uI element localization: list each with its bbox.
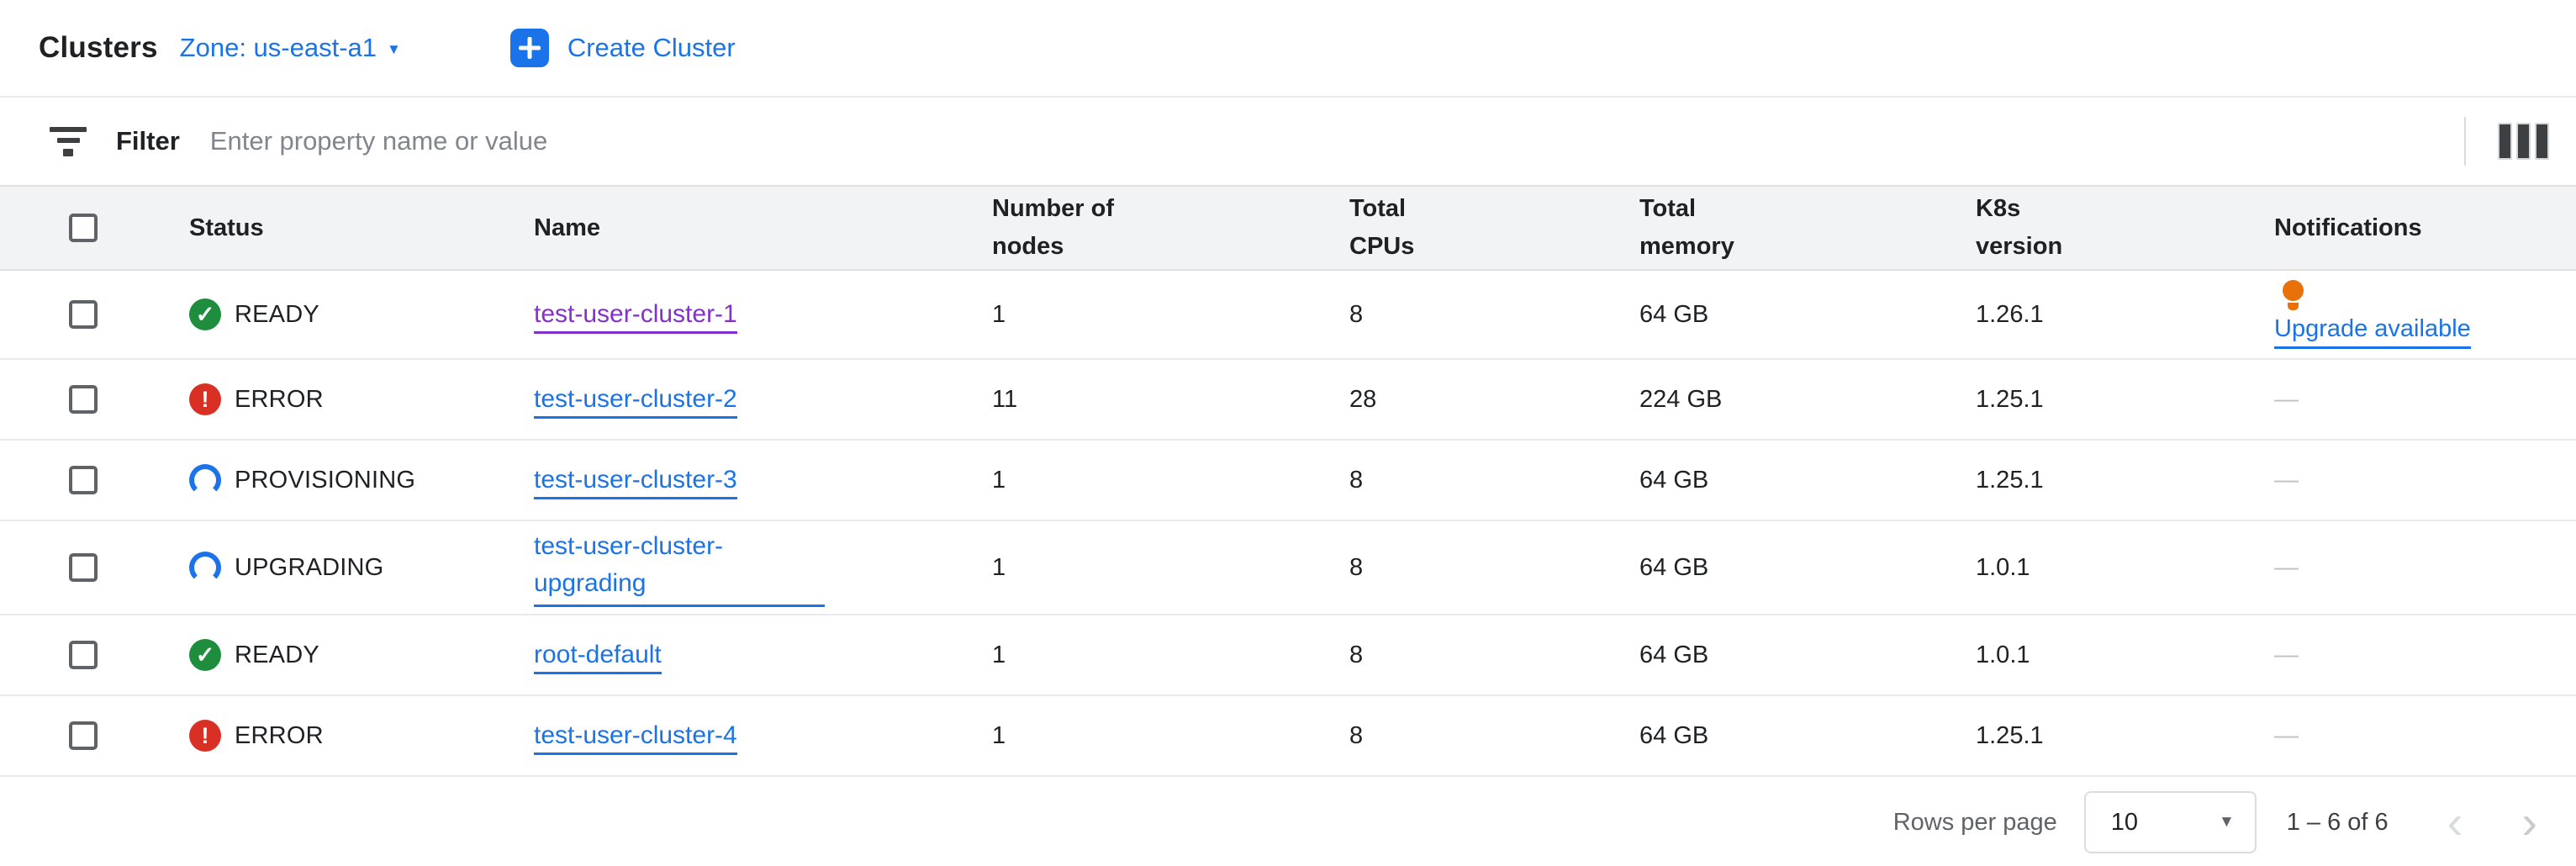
notifications-cell: Upgrade available: [2274, 273, 2576, 356]
status-label: PROVISIONING: [235, 466, 416, 494]
previous-page-icon[interactable]: ‹: [2447, 795, 2463, 848]
k8s-version-cell: 1.0.1: [1976, 553, 2030, 581]
cluster-name-link[interactable]: test-user-cluster-upgrading: [534, 528, 825, 607]
column-display-options-icon[interactable]: [2494, 119, 2552, 163]
chevron-down-icon: ▼: [387, 41, 401, 57]
notifications-cell: —: [2274, 721, 2299, 749]
column-header-name: Name: [534, 214, 600, 241]
memory-cell: 64 GB: [1639, 721, 1709, 749]
cluster-name-link[interactable]: test-user-cluster-1: [534, 300, 737, 334]
cluster-name-link[interactable]: test-user-cluster-4: [534, 721, 737, 755]
memory-cell: 64 GB: [1639, 466, 1709, 494]
cluster-name-link[interactable]: test-user-cluster-2: [534, 385, 737, 419]
status-error-icon: !: [189, 383, 221, 415]
cluster-name-link[interactable]: test-user-cluster-3: [534, 466, 737, 499]
row-checkbox[interactable]: [69, 466, 98, 494]
cpus-cell: 8: [1349, 300, 1364, 328]
zone-label: Zone: us-east-a1: [179, 33, 377, 62]
nodes-cell: 1: [992, 466, 1006, 494]
column-header-k8s-version: K8s version: [1976, 195, 2063, 260]
k8s-version-cell: 1.26.1: [1976, 300, 2044, 328]
filter-label: Filter: [116, 126, 180, 156]
cpus-cell: 8: [1349, 553, 1364, 581]
nodes-cell: 1: [992, 553, 1006, 581]
filter-bar: Filter: [0, 98, 2576, 185]
create-cluster-label: Create Cluster: [567, 33, 736, 62]
row-checkbox[interactable]: [69, 385, 98, 414]
notifications-cell: —: [2274, 385, 2299, 413]
chevron-down-icon: ▼: [2218, 813, 2235, 831]
status-label: READY: [235, 641, 319, 668]
memory-cell: 224 GB: [1639, 385, 1723, 413]
status-provisioning-spinner-icon: [189, 464, 221, 496]
notifications-cell: —: [2274, 553, 2299, 581]
cpus-cell: 8: [1349, 641, 1364, 668]
zone-selector[interactable]: Zone: us-east-a1 ▼: [180, 33, 401, 63]
column-header-status: Status: [189, 214, 264, 241]
clusters-table: Status Name Number of nodes Total CPUs T…: [0, 185, 2576, 777]
column-header-cpus: Total CPUs: [1349, 195, 1415, 260]
notifications-cell: —: [2274, 641, 2299, 668]
table-header-row: Status Name Number of nodes Total CPUs T…: [0, 185, 2576, 271]
row-checkbox[interactable]: [69, 721, 98, 750]
pagination-bar: Rows per page 10 ▼ 1 – 6 of 6 ‹ ›: [0, 777, 2576, 866]
create-cluster-button[interactable]: Create Cluster: [509, 29, 736, 67]
filter-input[interactable]: [209, 126, 2456, 156]
memory-cell: 64 GB: [1639, 553, 1709, 581]
status-label: UPGRADING: [235, 553, 384, 581]
upgrade-available-link[interactable]: Upgrade available: [2274, 315, 2471, 349]
table-row: ! ERROR test-user-cluster-2 11 28 224 GB…: [0, 360, 2576, 441]
rows-per-page-select[interactable]: 10 ▼: [2083, 791, 2257, 853]
rows-per-page-label: Rows per page: [1892, 808, 2057, 836]
k8s-version-cell: 1.25.1: [1976, 385, 2044, 413]
status-ready-icon: ✓: [189, 639, 221, 671]
plus-icon: [509, 29, 549, 67]
filter-icon[interactable]: [47, 126, 89, 156]
row-checkbox[interactable]: [69, 641, 98, 669]
cluster-name-link[interactable]: root-default: [534, 641, 662, 674]
divider: [2464, 117, 2466, 166]
k8s-version-cell: 1.25.1: [1976, 466, 2044, 494]
cpus-cell: 8: [1349, 721, 1364, 749]
memory-cell: 64 GB: [1639, 300, 1709, 328]
cpus-cell: 28: [1349, 385, 1377, 413]
status-label: ERROR: [235, 721, 324, 749]
nodes-cell: 11: [992, 385, 1018, 413]
table-row: ! ERROR test-user-cluster-4 1 8 64 GB 1.…: [0, 696, 2576, 777]
nodes-cell: 1: [992, 300, 1006, 328]
k8s-version-cell: 1.25.1: [1976, 721, 2044, 749]
table-row: ✓ READY root-default 1 8 64 GB 1.0.1 —: [0, 615, 2576, 696]
select-all-checkbox[interactable]: [69, 214, 98, 242]
next-page-icon[interactable]: ›: [2521, 795, 2537, 848]
status-upgrading-spinner-icon: [189, 552, 221, 583]
table-row: UPGRADING test-user-cluster-upgrading 1 …: [0, 521, 2576, 615]
row-checkbox[interactable]: [69, 553, 98, 582]
nodes-cell: 1: [992, 641, 1006, 668]
table-row: PROVISIONING test-user-cluster-3 1 8 64 …: [0, 441, 2576, 521]
nodes-cell: 1: [992, 721, 1006, 749]
k8s-version-cell: 1.0.1: [1976, 641, 2030, 668]
column-header-memory: Total memory: [1639, 195, 1734, 260]
column-header-nodes: Number of nodes: [992, 195, 1114, 260]
lightbulb-icon: [2283, 280, 2304, 310]
status-label: READY: [235, 300, 319, 328]
status-ready-icon: ✓: [189, 298, 221, 330]
page-range-label: 1 – 6 of 6: [2286, 808, 2389, 836]
page-title: Clusters: [39, 31, 158, 64]
notifications-cell: —: [2274, 466, 2299, 494]
status-error-icon: !: [189, 720, 221, 752]
table-row: ✓ READY test-user-cluster-1 1 8 64 GB 1.…: [0, 271, 2576, 360]
row-checkbox[interactable]: [69, 300, 98, 329]
rows-per-page-value: 10: [2110, 808, 2139, 836]
page-header: Clusters Zone: us-east-a1 ▼ Create Clust…: [0, 0, 2576, 98]
cpus-cell: 8: [1349, 466, 1364, 494]
column-header-notifications: Notifications: [2274, 214, 2422, 241]
status-label: ERROR: [235, 385, 324, 413]
memory-cell: 64 GB: [1639, 641, 1709, 668]
